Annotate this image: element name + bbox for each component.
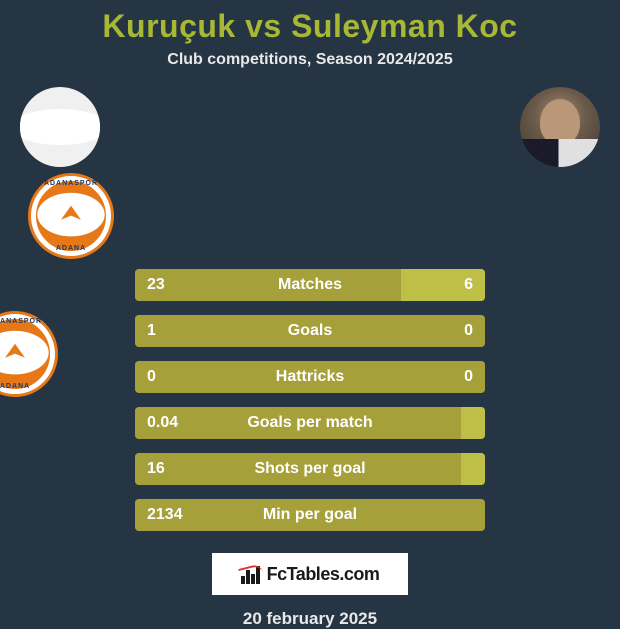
stat-seg-right: [461, 453, 486, 485]
stat-bars: 23 Matches 6 1 Goals 0 0 Hattricks 0 0.0…: [135, 269, 485, 531]
stat-row-matches: 23 Matches 6: [135, 269, 485, 301]
stat-label: Hattricks: [276, 368, 344, 386]
stat-left-value: 0.04: [147, 414, 178, 432]
stat-row-goals-per-match: 0.04 Goals per match: [135, 407, 485, 439]
player-right-avatar: [520, 87, 600, 167]
stat-left-value: 0: [147, 368, 156, 386]
club-right-name-top: ADANASPOR: [0, 318, 42, 325]
brand-badge: FcTables.com: [212, 553, 408, 595]
brand-text: FcTables.com: [267, 564, 380, 585]
stat-row-hattricks: 0 Hattricks 0: [135, 361, 485, 393]
page-title: Kuruçuk vs Suleyman Koc: [0, 0, 620, 45]
stat-label: Goals per match: [247, 414, 372, 432]
stat-right-value: 0: [464, 322, 473, 340]
stat-label: Goals: [288, 322, 332, 340]
comparison-panel: ADANASPOR ADANA ADANASPOR ADANA 23 Match…: [0, 97, 620, 629]
stat-left-value: 1: [147, 322, 156, 340]
stat-label: Min per goal: [263, 506, 357, 524]
stat-right-value: 6: [464, 276, 473, 294]
stat-right-value: 0: [464, 368, 473, 386]
stat-row-min-per-goal: 2134 Min per goal: [135, 499, 485, 531]
stat-row-shots-per-goal: 16 Shots per goal: [135, 453, 485, 485]
stat-left-value: 23: [147, 276, 165, 294]
club-left-name-bottom: ADANA: [56, 245, 86, 252]
stat-seg-left: [135, 269, 401, 301]
stat-seg-right: [461, 407, 486, 439]
club-right-logo: ADANASPOR ADANA: [0, 311, 58, 397]
subtitle: Club competitions, Season 2024/2025: [0, 51, 620, 69]
club-right-name-bottom: ADANA: [0, 383, 30, 390]
club-left-logo: ADANASPOR ADANA: [28, 173, 114, 259]
player-left-avatar: [20, 87, 100, 167]
stat-label: Matches: [278, 276, 342, 294]
stat-row-goals: 1 Goals 0: [135, 315, 485, 347]
brand-chart-icon: [241, 564, 263, 584]
date-text: 20 february 2025: [0, 609, 620, 629]
stat-left-value: 2134: [147, 506, 183, 524]
stat-label: Shots per goal: [254, 460, 365, 478]
stat-left-value: 16: [147, 460, 165, 478]
club-left-name-top: ADANASPOR: [44, 180, 98, 187]
